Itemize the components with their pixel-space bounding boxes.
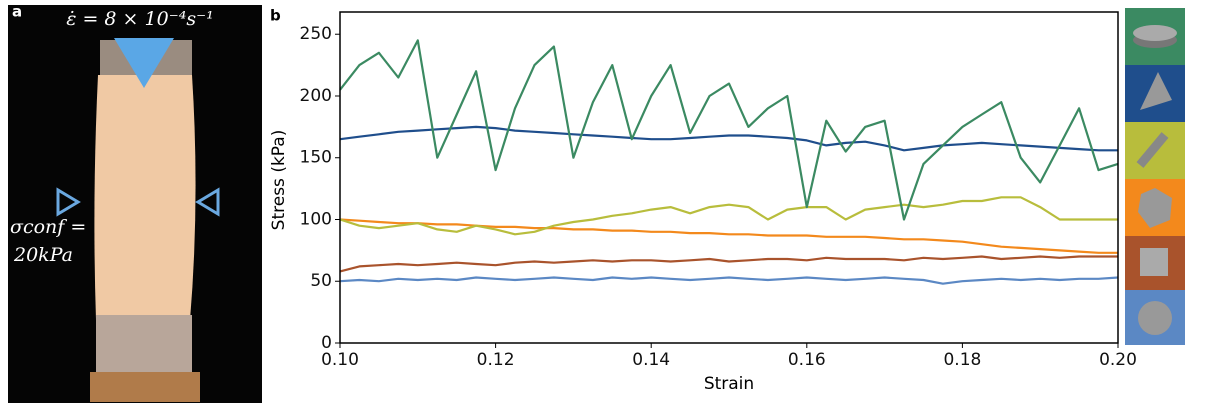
x-tick-label: 0.20 [1099,350,1137,370]
x-axis-label: Strain [704,374,754,394]
x-tick-label: 0.12 [477,350,515,370]
shape-legend [1125,8,1185,345]
y-tick-label: 250 [300,24,332,44]
photo-panel: a ε̇ = 8 × 10⁻⁴s⁻¹ σconf = 20kPa [8,3,262,403]
plot: 0 50 100 150 200 250 0.10 0.12 0.14 0.16 0.18 0.20 [300,11,1137,370]
y-tick-label: 50 [310,271,332,291]
pressure-arrow-right [195,187,220,217]
y-tick-label: 200 [300,86,332,106]
series-line [339,39,1119,221]
x-tick-label: 0.14 [632,350,670,370]
base-ring [90,372,200,402]
x-tick-label: 0.16 [788,350,826,370]
series-line [339,196,1118,236]
series-line [339,276,1119,285]
load-arrow [114,38,174,88]
y-tick-label: 100 [300,209,332,229]
y-tick-label: 0 [321,333,332,353]
panel-label: a [12,3,22,21]
series-line [339,255,1118,273]
plot-frame [339,11,1119,344]
x-tick-label: 0.18 [943,350,981,370]
x-tick-label: 0.10 [321,350,359,370]
strain-rate: ε̇ = 8 × 10⁻⁴s⁻¹ [66,8,214,30]
series-line [339,125,1118,152]
series-line [339,218,1118,254]
bottom-cap [96,315,192,375]
confining-label: σconf = [10,216,86,238]
pressure-label: 20kPa [13,244,73,266]
y-tick-label: 150 [300,148,332,168]
pressure-arrow-left [56,187,81,217]
panel-label: b [270,7,281,25]
granular-column [94,75,196,320]
y-axis-label: Stress (kPa) [269,130,289,231]
